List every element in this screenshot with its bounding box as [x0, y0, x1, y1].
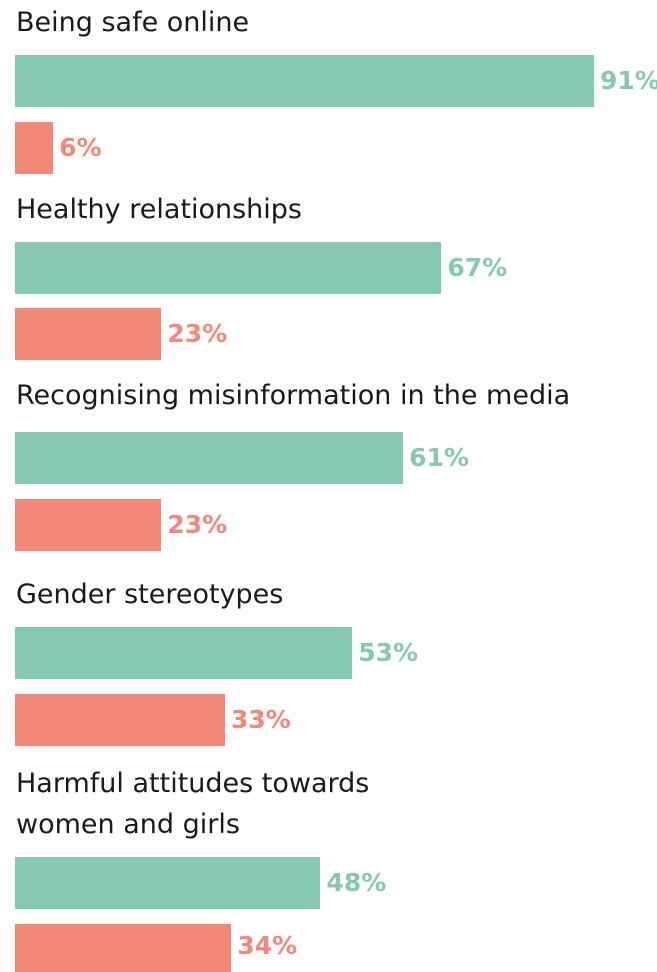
bar — [15, 499, 162, 551]
value-label: 34% — [237, 931, 298, 960]
bar — [15, 627, 353, 679]
category-label: Harmful attitudes towards women and girl… — [16, 768, 370, 840]
value-label: 33% — [230, 705, 291, 734]
bar — [15, 55, 595, 107]
value-label: 6% — [59, 133, 102, 162]
category-label: Gender stereotypes — [16, 579, 284, 610]
bar — [15, 122, 54, 174]
value-label: 23% — [167, 319, 228, 348]
bar — [15, 432, 404, 484]
bar — [15, 242, 442, 294]
value-label: 23% — [167, 510, 228, 539]
bar — [15, 308, 162, 360]
bar — [15, 694, 225, 746]
bar — [15, 857, 321, 909]
category-label: Recognising misinformation in the media — [16, 380, 571, 411]
value-label: 67% — [447, 253, 508, 282]
value-label: 61% — [409, 443, 469, 472]
value-label: 91% — [600, 66, 657, 95]
value-label: 48% — [326, 868, 387, 897]
category-label: Healthy relationships — [16, 194, 302, 225]
category-label: Being safe online — [16, 7, 250, 38]
value-label: 53% — [358, 638, 419, 667]
bar — [15, 924, 232, 972]
